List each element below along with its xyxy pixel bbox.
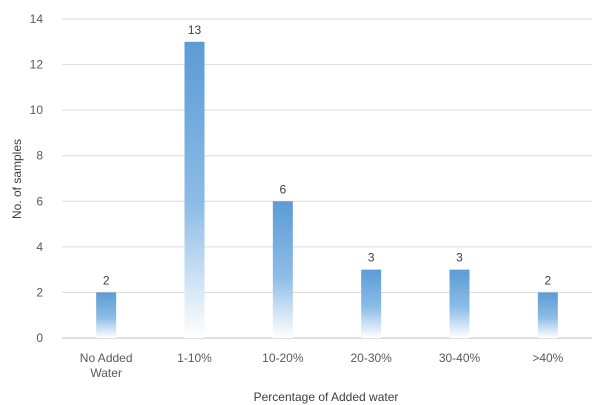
bar (272, 201, 293, 338)
data-labels: 2 13 6 3 3 2 (103, 23, 552, 288)
y-tick-label: 10 (30, 103, 44, 117)
data-label: 13 (188, 23, 202, 37)
data-label: 3 (456, 251, 463, 265)
bar (449, 269, 470, 338)
data-label: 6 (279, 182, 286, 196)
y-tick-label: 6 (36, 194, 43, 208)
x-axis-title: Percentage of Added water (254, 390, 399, 404)
bar (96, 292, 117, 338)
y-axis-ticks: 0 2 4 6 8 10 12 14 (30, 12, 44, 345)
y-tick-label: 2 (36, 285, 43, 299)
data-label: 3 (368, 251, 375, 265)
gridlines (62, 18, 592, 339)
y-tick-label: 12 (30, 58, 44, 72)
x-tick-label: No Added Water (80, 351, 133, 380)
x-tick-label: 30-40% (439, 351, 481, 365)
bar (361, 269, 382, 338)
y-tick-label: 0 (36, 331, 43, 345)
x-tick-label: 20-30% (350, 351, 392, 365)
bar (537, 292, 558, 338)
x-axis-ticks: No Added Water 1-10% 10-20% 20-30% 30-40% >40% (80, 351, 564, 380)
data-label: 2 (544, 273, 551, 287)
y-axis-title: No. of samples (10, 139, 24, 219)
y-tick-label: 14 (30, 12, 44, 26)
data-label: 2 (103, 273, 110, 287)
x-tick-label: 1-10% (177, 351, 212, 365)
y-tick-label: 4 (36, 240, 43, 254)
x-tick-label: >40% (532, 351, 563, 365)
x-tick-label: 10-20% (262, 351, 304, 365)
y-tick-label: 8 (36, 149, 43, 163)
bar (184, 41, 205, 339)
bars (96, 41, 558, 339)
